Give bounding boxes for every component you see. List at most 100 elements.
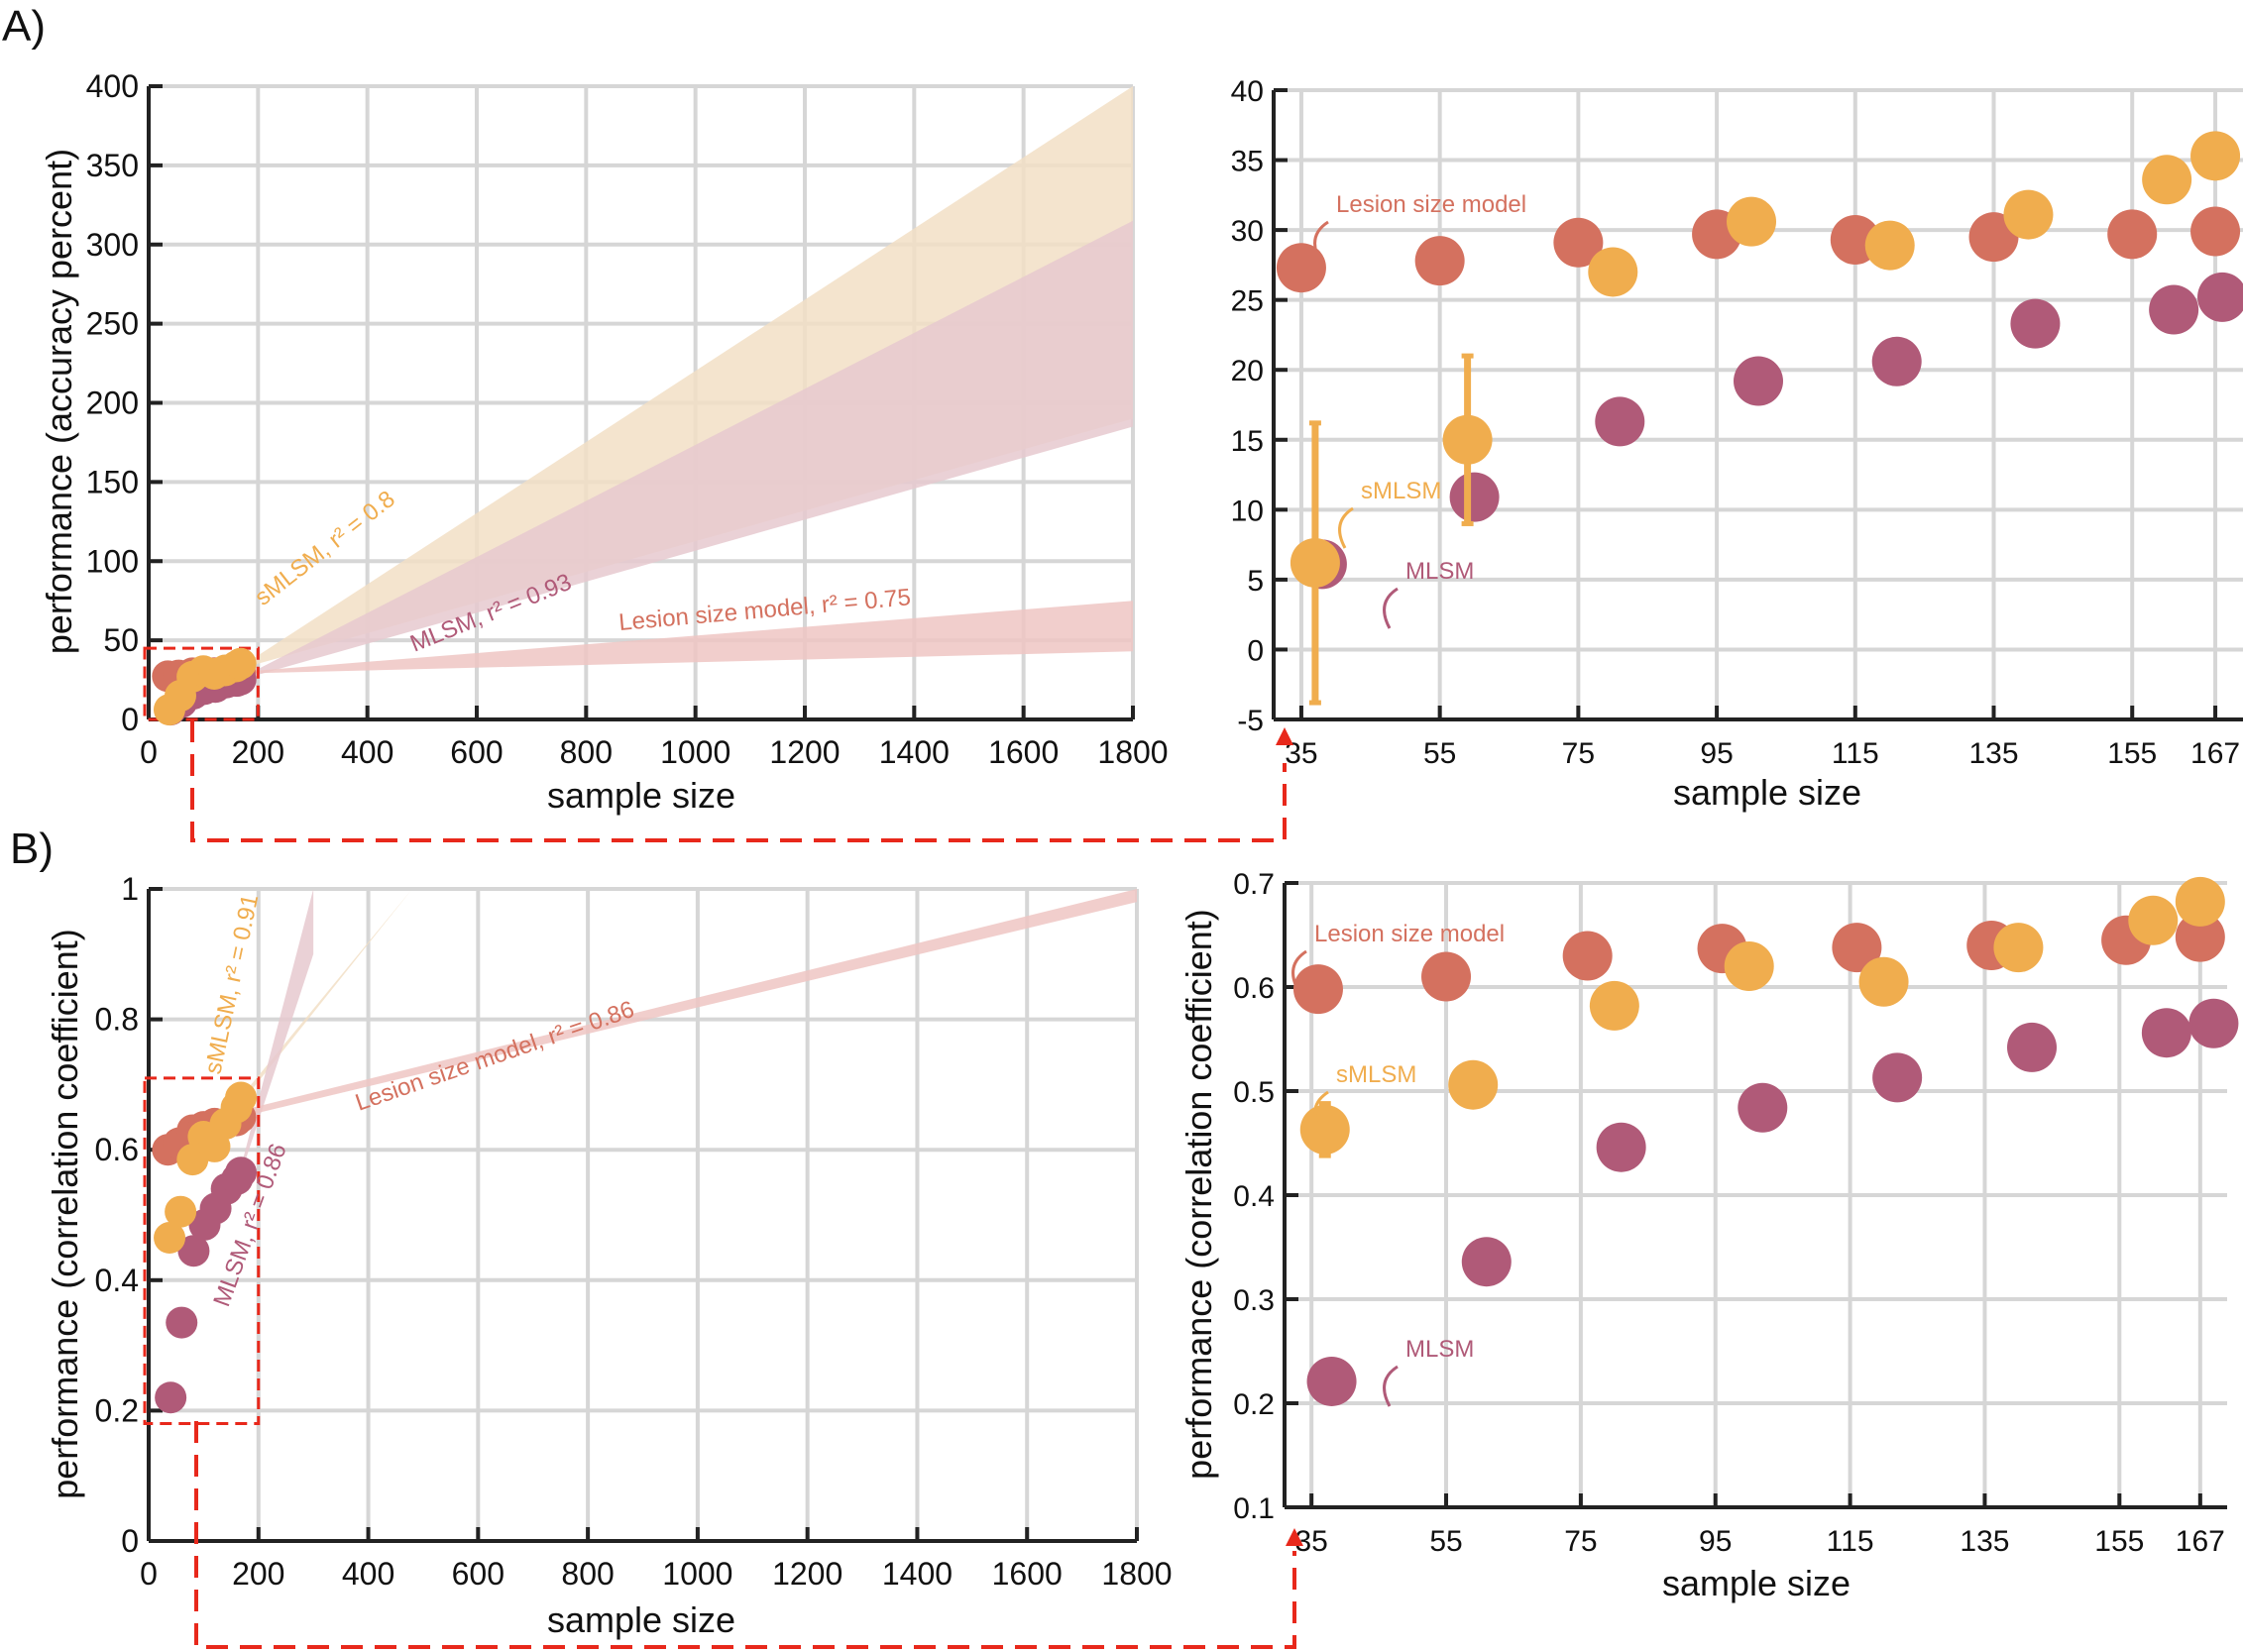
x-tick-label: 75 [1562, 737, 1595, 770]
y-tick-label: 250 [86, 306, 139, 342]
y-tick-label: 0.2 [95, 1392, 139, 1428]
point-smlsm [154, 1222, 186, 1255]
chart-b-full: 0 200 400 600 800 1000 1200 1400 1600 1800 0 0.2 0.4… [45, 871, 1173, 1640]
point-smlsm [2003, 189, 2054, 240]
point-lesion-size-model [2175, 912, 2225, 962]
panel-label-b: B) [10, 825, 54, 873]
x-tick-label: 600 [452, 1556, 505, 1592]
annotation-leader [1313, 220, 1329, 263]
point-mlsm [2141, 1008, 2191, 1058]
point-smlsm [225, 1081, 258, 1114]
point-lesion-size-model [1562, 931, 1613, 981]
y-tick-label: 20 [1231, 355, 1264, 387]
x-tick-label: 1000 [660, 734, 730, 770]
point-mlsm [2188, 998, 2239, 1048]
y-axis-label: performance (accuracy percent) [39, 149, 79, 654]
y-tick-label: 0 [121, 702, 139, 737]
point-mlsm [155, 1381, 187, 1414]
point-smlsm [1290, 537, 1340, 588]
point-mlsm [1871, 336, 1922, 386]
band-mlsm [240, 220, 1134, 681]
y-tick-label: 0.3 [1233, 1284, 1275, 1317]
y-tick-label: 200 [86, 385, 139, 421]
y-tick-label: 350 [86, 148, 139, 183]
y-tick-label: 40 [1231, 75, 1264, 108]
zoom-box [143, 1076, 261, 1426]
zoom-connector-b [194, 1421, 1296, 1649]
annotation-mlsm: MLSM [1405, 558, 1474, 585]
point-smlsm [2142, 155, 2192, 205]
point-lesion-size-model [1553, 217, 1604, 268]
point-lesion-size-model [1421, 951, 1472, 1002]
band-smlsm [240, 889, 412, 1105]
point-smlsm [1727, 196, 1777, 247]
annotation-leader [1291, 949, 1307, 992]
x-tick-label: 55 [1423, 737, 1456, 770]
annotation-lesion-size-model: Lesion size model [1336, 191, 1526, 218]
chart-a-full: 0 200 400 600 800 1000 1200 1400 1600 1800 0 50 100 1… [39, 68, 1169, 816]
y-tick-label: 400 [86, 68, 139, 104]
y-tick-label: 0 [1247, 634, 1264, 667]
x-axis-label: sample size [547, 1599, 735, 1640]
y-tick-label: 5 [1247, 565, 1264, 598]
x-tick-label: 115 [1832, 737, 1879, 770]
x-tick-label: 1800 [1097, 734, 1168, 770]
x-tick-label: 155 [2107, 737, 2157, 770]
point-lesion-size-model [2107, 209, 2158, 260]
point-lesion-size-model [2190, 206, 2241, 257]
point-lesion-size-model [1414, 236, 1465, 286]
x-tick-label: 800 [561, 1556, 614, 1592]
x-tick-label: 600 [450, 734, 503, 770]
point-smlsm [2128, 895, 2179, 945]
y-tick-label: 0.6 [1233, 972, 1275, 1005]
x-tick-label: 167 [2190, 737, 2240, 770]
point-mlsm [1738, 1082, 1788, 1133]
y-tick-label: 300 [86, 227, 139, 263]
x-tick-label: 0 [140, 1556, 158, 1592]
band-lesion-size-model [240, 889, 1137, 1118]
y-tick-label: 0.4 [1233, 1180, 1275, 1213]
x-tick-label: 1800 [1101, 1556, 1172, 1592]
annotation-leader [1313, 1090, 1329, 1133]
y-tick-label: 150 [86, 464, 139, 499]
y-tick-label: 0.1 [1233, 1492, 1275, 1525]
point-smlsm [1858, 956, 1909, 1007]
zoom-arrow-a [1276, 727, 1293, 745]
band-smlsm [240, 86, 1134, 669]
point-smlsm [1448, 1059, 1499, 1110]
x-tick-label: 95 [1700, 737, 1733, 770]
point-mlsm [1461, 1237, 1512, 1287]
annotation-leader [1383, 1365, 1399, 1407]
annotation-leader [1338, 506, 1354, 549]
y-tick-label: 0.5 [1233, 1076, 1275, 1109]
x-tick-label: 1200 [769, 734, 840, 770]
x-tick-label: 95 [1699, 1525, 1732, 1558]
point-smlsm [1589, 980, 1639, 1031]
annotation-smlsm: sMLSM [1361, 478, 1441, 504]
y-tick-label: 0.8 [95, 1002, 139, 1038]
point-mlsm [1734, 356, 1783, 406]
zoom-arrow-b [1286, 1528, 1303, 1546]
y-axis-label: performance (correlation coefficient) [1178, 909, 1219, 1480]
y-axis-label: performance (correlation coefficient) [45, 929, 85, 1499]
y-tick-label: 50 [103, 622, 139, 658]
x-tick-label: 75 [1564, 1525, 1597, 1558]
x-tick-label: 400 [342, 1556, 394, 1592]
x-tick-label: 155 [2094, 1525, 2144, 1558]
x-axis-label: sample size [1673, 772, 1861, 813]
x-tick-label: 1600 [992, 1556, 1063, 1592]
x-axis-label: sample size [547, 775, 735, 816]
x-tick-label: 200 [232, 734, 284, 770]
point-smlsm [1864, 220, 1915, 271]
point-smlsm [224, 647, 257, 680]
y-tick-label: 100 [86, 543, 139, 579]
point-smlsm [1442, 414, 1493, 465]
y-tick-label: 10 [1231, 495, 1264, 527]
point-smlsm [1993, 923, 2044, 973]
point-mlsm [1595, 396, 1645, 447]
y-tick-label: 0.6 [95, 1132, 139, 1167]
band-lesion-size-model [240, 601, 1134, 674]
y-tick-label: 0 [121, 1523, 139, 1559]
point-mlsm [1449, 472, 1500, 522]
